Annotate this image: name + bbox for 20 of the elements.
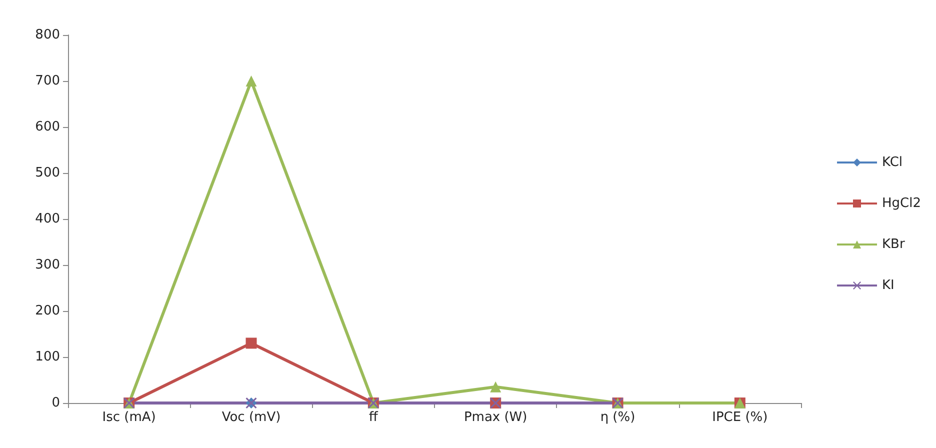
y-tick-label: 600 xyxy=(35,120,60,134)
x-tick-label: ff xyxy=(368,410,379,425)
y-tick-label: 800 xyxy=(35,28,60,42)
legend-label: HgCl2 xyxy=(882,196,922,211)
y-tick-label: 200 xyxy=(35,304,60,318)
y-tick-label: 0 xyxy=(52,396,60,410)
y-tick-label: 400 xyxy=(35,212,60,226)
legend-label: KCl xyxy=(882,155,903,170)
point xyxy=(246,338,257,349)
x-tick-label: η (%) xyxy=(600,410,636,425)
x-tick-label: Isc (mA) xyxy=(102,410,156,425)
y-tick-label: 100 xyxy=(35,350,60,364)
legend-label: KBr xyxy=(882,237,906,252)
legend-label: KI xyxy=(882,278,894,293)
y-tick-label: 500 xyxy=(35,166,60,180)
x-tick-label: Voc (mV) xyxy=(222,410,281,425)
x-tick-label: Pmax (W) xyxy=(464,410,528,425)
y-tick-label: 700 xyxy=(35,74,60,88)
x-tick-label: IPCE (%) xyxy=(712,410,768,425)
y-tick-label: 300 xyxy=(35,258,60,272)
